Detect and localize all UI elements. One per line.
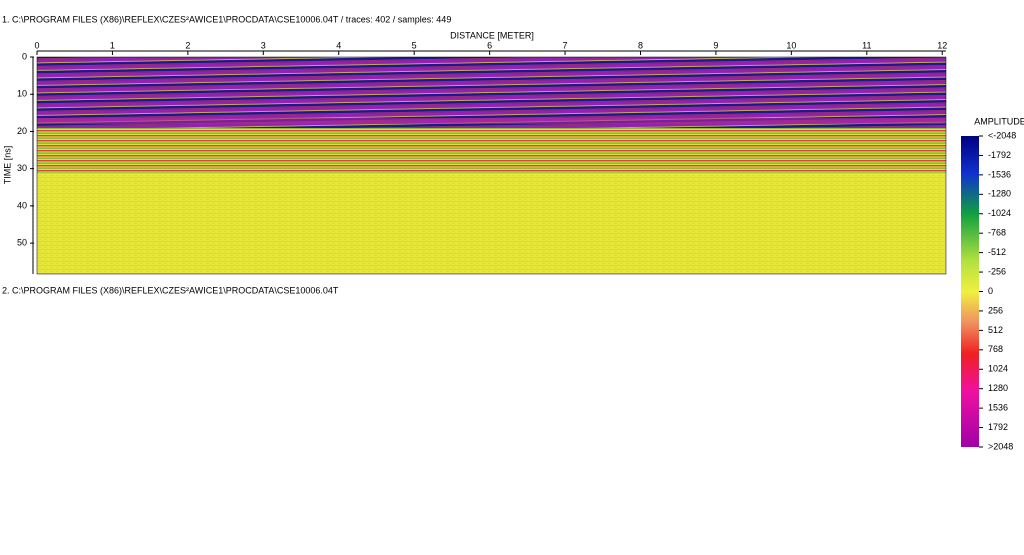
x-tick-label: 3: [261, 40, 266, 50]
y-tick-label: 0: [22, 51, 27, 61]
colorbar-label: <-2048: [988, 130, 1016, 140]
y-tick-label: 20: [17, 126, 27, 136]
x-axis-label: DISTANCE [METER]: [450, 30, 534, 40]
x-tick-label: 7: [563, 40, 568, 50]
x-tick-label: 2: [185, 40, 190, 50]
colorbar-title: AMPLITUDE: [974, 116, 1024, 126]
x-tick-label: 9: [713, 40, 718, 50]
x-tick-label: 10: [786, 40, 796, 50]
x-tick-label: 8: [638, 40, 643, 50]
panel-header: 2. C:\PROGRAM FILES (X86)\REFLEX\CZES²AW…: [2, 285, 339, 295]
colorbar-label: -1792: [988, 150, 1011, 160]
colorbar-label: 1536: [988, 403, 1008, 413]
colorbar-label: 1024: [988, 364, 1008, 374]
colorbar: [961, 136, 979, 447]
x-tick-label: 4: [336, 40, 341, 50]
colorbar-label: 768: [988, 344, 1003, 354]
y-tick-label: 10: [17, 89, 27, 99]
panel-header: 1. C:\PROGRAM FILES (X86)\REFLEX\CZES²AW…: [2, 14, 451, 24]
plot-frame: [36, 56, 947, 275]
colorbar-label: -256: [988, 266, 1006, 276]
colorbar-label: -768: [988, 228, 1006, 238]
colorbar-label: 1792: [988, 422, 1008, 432]
x-tick-label: 6: [487, 40, 492, 50]
y-tick-label: 40: [17, 200, 27, 210]
colorbar-label: >2048: [988, 441, 1013, 451]
x-tick-label: 12: [937, 40, 947, 50]
colorbar-label: -1536: [988, 169, 1011, 179]
y-tick-label: 30: [17, 163, 27, 173]
colorbar-label: -1024: [988, 208, 1011, 218]
colorbar-label: -512: [988, 247, 1006, 257]
x-tick-label: 0: [34, 40, 39, 50]
colorbar-label: 256: [988, 305, 1003, 315]
y-axis-label: TIME [ns]: [2, 146, 12, 185]
colorbar-label: 0: [988, 286, 993, 296]
x-tick-label: 5: [412, 40, 417, 50]
radargram-image: [37, 57, 946, 274]
y-tick-label: 50: [17, 237, 27, 247]
colorbar-label: -1280: [988, 189, 1011, 199]
x-tick-label: 11: [862, 40, 871, 50]
x-tick-label: 1: [110, 40, 115, 50]
colorbar-label: 1280: [988, 383, 1008, 393]
colorbar-label: 512: [988, 325, 1003, 335]
